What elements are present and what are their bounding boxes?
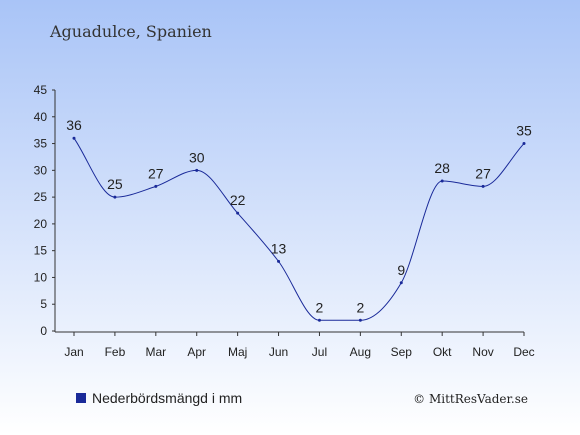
data-point xyxy=(317,318,321,322)
data-label: 2 xyxy=(316,299,324,315)
data-label: 27 xyxy=(148,165,164,181)
x-tick-label: Maj xyxy=(228,345,247,359)
data-label: 30 xyxy=(189,149,205,165)
data-label: 22 xyxy=(230,192,246,208)
y-tick-label: 5 xyxy=(40,297,47,311)
x-tick-label: Feb xyxy=(105,345,126,359)
data-point xyxy=(72,136,76,140)
y-tick-label: 45 xyxy=(34,83,48,97)
data-label: 28 xyxy=(434,160,450,176)
x-tick-label: Okt xyxy=(433,345,452,359)
y-tick-label: 20 xyxy=(34,217,48,231)
data-label: 27 xyxy=(475,165,491,181)
data-point xyxy=(522,142,526,146)
y-tick-label: 30 xyxy=(34,163,48,177)
data-label: 9 xyxy=(397,262,405,278)
x-tick-label: Jul xyxy=(312,345,327,359)
x-tick-label: Nov xyxy=(472,345,493,359)
data-point xyxy=(154,184,158,188)
data-label: 2 xyxy=(356,299,364,315)
x-tick-label: Jun xyxy=(269,345,288,359)
data-point xyxy=(195,168,199,172)
data-point xyxy=(358,318,362,322)
y-tick-label: 0 xyxy=(40,324,47,338)
chart-title: Aguadulce, Spanien xyxy=(49,22,212,41)
x-tick-label: Dec xyxy=(513,345,534,359)
data-label: 35 xyxy=(516,123,532,139)
data-point xyxy=(113,195,117,199)
legend-label: Nederbördsmängd i mm xyxy=(92,390,242,406)
data-label: 25 xyxy=(107,176,123,192)
data-label: 13 xyxy=(271,240,287,256)
series-line xyxy=(73,137,525,321)
x-axis-ticks: Jan Feb Mar Apr Maj Jun Jul Aug Sep Okt Nov Dec xyxy=(64,332,535,359)
data-point xyxy=(399,281,403,285)
axes xyxy=(54,90,524,333)
x-tick-label: Sep xyxy=(391,345,413,359)
data-point xyxy=(277,259,281,263)
y-tick-label: 10 xyxy=(34,270,48,284)
data-label: 36 xyxy=(66,117,82,133)
data-point xyxy=(481,184,485,188)
x-tick-label: Jan xyxy=(64,345,83,359)
x-tick-label: Apr xyxy=(187,345,206,359)
data-point xyxy=(236,211,240,215)
data-point xyxy=(440,179,444,183)
y-tick-label: 35 xyxy=(34,137,48,151)
legend-swatch xyxy=(76,393,86,403)
y-axis-ticks: 0 5 10 15 20 25 30 35 40 45 xyxy=(34,83,55,338)
x-tick-label: Mar xyxy=(145,345,166,359)
y-tick-label: 40 xyxy=(34,110,48,124)
credit-text: © MittResVader.se xyxy=(413,392,528,406)
y-tick-label: 25 xyxy=(34,190,48,204)
x-tick-label: Aug xyxy=(350,345,371,359)
y-tick-label: 15 xyxy=(34,244,48,258)
